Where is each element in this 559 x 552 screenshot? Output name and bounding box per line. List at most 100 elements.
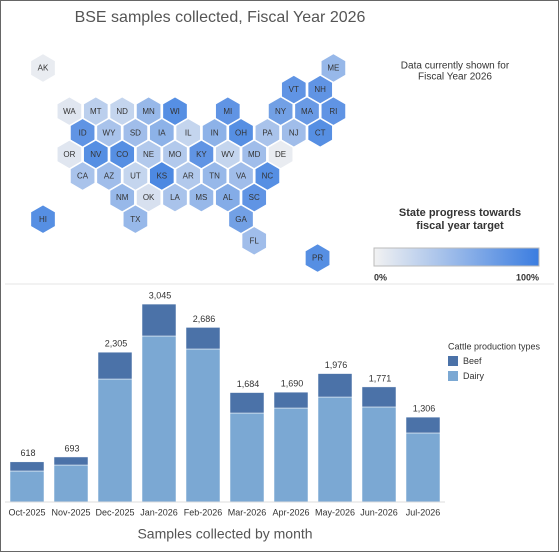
x-tick-label: Jul-2026 bbox=[406, 507, 441, 517]
total-label: 693 bbox=[64, 443, 79, 453]
legend-label: Beef bbox=[463, 356, 482, 366]
legend-title: fiscal year target bbox=[416, 220, 504, 232]
chart-title: Samples collected by month bbox=[137, 526, 312, 542]
state-label: WV bbox=[221, 150, 235, 159]
total-label: 2,686 bbox=[193, 314, 216, 324]
state-label: TX bbox=[130, 215, 141, 224]
state-label: OH bbox=[235, 128, 247, 137]
x-tick-label: Jun-2026 bbox=[360, 507, 398, 517]
x-tick-label: Mar-2026 bbox=[228, 507, 267, 517]
bar-segment bbox=[405, 416, 441, 434]
state-label: IL bbox=[185, 128, 192, 137]
bar-segment bbox=[229, 412, 265, 503]
state-label: CO bbox=[116, 150, 128, 159]
state-label: SD bbox=[130, 128, 141, 137]
bar-segment bbox=[185, 348, 221, 503]
state-hex bbox=[29, 203, 57, 235]
state-label: KS bbox=[156, 172, 167, 181]
state-hex bbox=[29, 52, 57, 84]
bar-segment bbox=[9, 461, 45, 472]
state-hex bbox=[69, 160, 96, 192]
total-label: 1,771 bbox=[369, 373, 392, 383]
bar-segment bbox=[9, 470, 45, 503]
state-hex bbox=[240, 225, 268, 257]
total-label: 1,684 bbox=[237, 379, 260, 389]
state-hex bbox=[306, 117, 334, 149]
state-label: NE bbox=[143, 150, 154, 159]
legend-label: Dairy bbox=[463, 371, 485, 381]
legend-swatch bbox=[448, 356, 458, 366]
bar-segment bbox=[273, 391, 309, 409]
bar-segment bbox=[317, 396, 353, 503]
state-label: MI bbox=[223, 107, 232, 116]
state-label: NC bbox=[262, 172, 274, 181]
state-label: MN bbox=[142, 107, 155, 116]
state-label: NV bbox=[90, 150, 102, 159]
bar-segment bbox=[405, 432, 441, 503]
state-label: MD bbox=[248, 150, 261, 159]
x-tick-label: Oct-2025 bbox=[8, 507, 45, 517]
state-label: MT bbox=[90, 107, 102, 116]
state-label: DE bbox=[275, 150, 286, 159]
state-label: MO bbox=[169, 150, 182, 159]
note: Fiscal Year 2026 bbox=[418, 72, 492, 83]
state-label: GA bbox=[235, 215, 247, 224]
state-label: UT bbox=[130, 172, 141, 181]
state-label: ND bbox=[116, 107, 128, 116]
state-hex bbox=[188, 182, 215, 214]
x-tick-label: May-2026 bbox=[315, 507, 355, 517]
state-label: MS bbox=[195, 193, 207, 202]
state-label: LA bbox=[170, 193, 180, 202]
state-label: OR bbox=[63, 150, 75, 159]
state-label: NM bbox=[116, 193, 129, 202]
state-hex bbox=[122, 203, 149, 235]
state-label: WA bbox=[63, 107, 76, 116]
state-label: RI bbox=[329, 107, 337, 116]
state-label: FL bbox=[250, 236, 260, 245]
total-label: 618 bbox=[20, 448, 35, 458]
state-label: CA bbox=[77, 172, 89, 181]
state-label: KY bbox=[196, 150, 207, 159]
total-label: 1,976 bbox=[325, 360, 348, 370]
state-label: TN bbox=[209, 172, 220, 181]
total-label: 1,306 bbox=[413, 403, 436, 413]
state-hex bbox=[304, 242, 331, 274]
bar-segment bbox=[229, 392, 265, 414]
state-label: CT bbox=[315, 128, 326, 137]
state-label: WY bbox=[103, 128, 117, 137]
bar-segment bbox=[361, 386, 397, 408]
state-label: AZ bbox=[104, 172, 114, 181]
bar-segment bbox=[317, 373, 353, 398]
dashboard-title: BSE samples collected, Fiscal Year 2026 bbox=[75, 9, 366, 26]
x-tick-label: Feb-2026 bbox=[184, 507, 223, 517]
total-label: 3,045 bbox=[149, 290, 172, 300]
state-label: IN bbox=[211, 128, 219, 137]
state-label: WI bbox=[170, 107, 180, 116]
bar-segment bbox=[361, 406, 397, 503]
state-label: VT bbox=[289, 85, 299, 94]
x-tick-label: Apr-2026 bbox=[272, 507, 309, 517]
state-label: PA bbox=[262, 128, 273, 137]
legend-title: Cattle production types bbox=[448, 341, 541, 351]
note: Data currently shown for bbox=[401, 61, 510, 72]
x-tick-label: Jan-2026 bbox=[140, 507, 178, 517]
bar-segment bbox=[97, 378, 133, 503]
legend-title: State progress towards bbox=[399, 207, 521, 219]
bar-segment bbox=[185, 327, 221, 350]
x-tick-label: Nov-2025 bbox=[51, 507, 90, 517]
state-label: NY bbox=[275, 107, 287, 116]
state-label: AR bbox=[183, 172, 194, 181]
state-hex bbox=[161, 182, 189, 214]
state-label: NJ bbox=[289, 128, 299, 137]
bar-segment bbox=[141, 303, 177, 337]
state-label: VA bbox=[236, 172, 247, 181]
state-label: AL bbox=[223, 193, 233, 202]
legend-tick-label: 0% bbox=[374, 272, 387, 282]
total-label: 1,690 bbox=[281, 379, 304, 389]
bar-segment bbox=[53, 456, 89, 466]
state-label: IA bbox=[158, 128, 166, 137]
legend-swatch bbox=[448, 371, 458, 381]
state-label: ME bbox=[327, 64, 339, 73]
